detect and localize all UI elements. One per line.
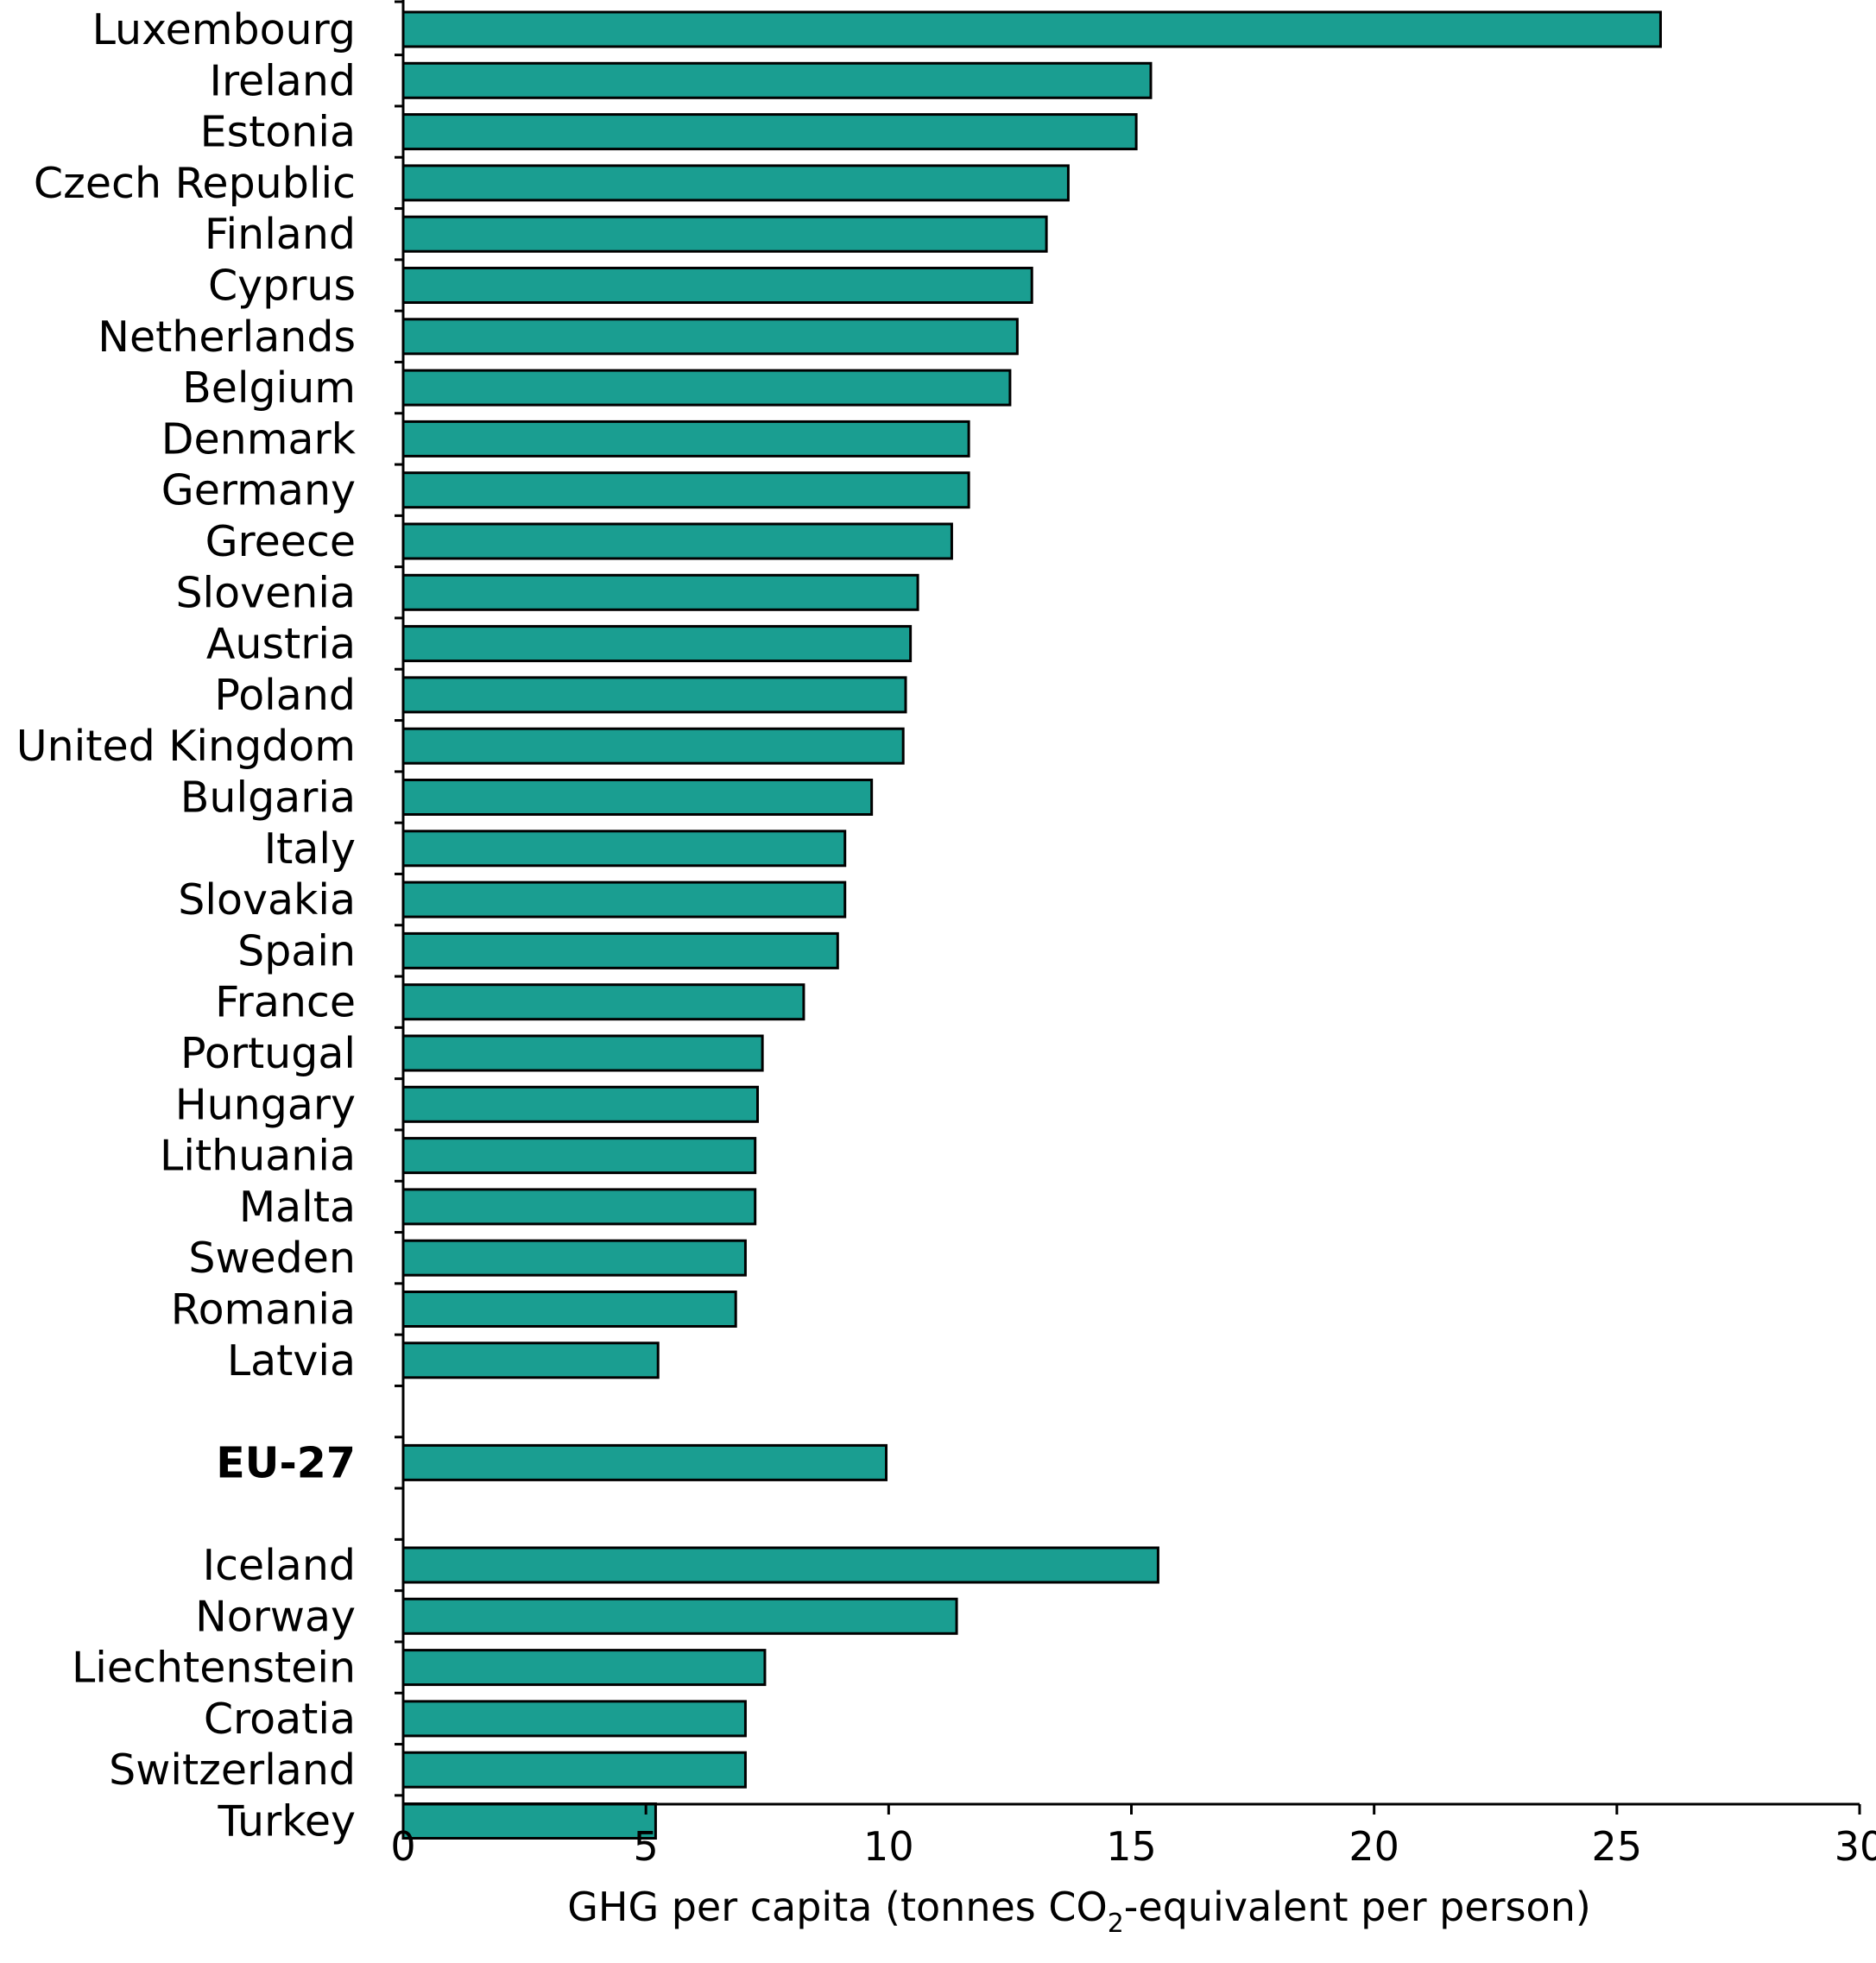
category-label: Croatia [204,1695,356,1744]
bar-poland [401,676,907,714]
category-label: Lithuania [160,1132,356,1181]
x-tick-label: 20 [1349,1823,1399,1870]
bar-slovenia [401,573,919,611]
x-tick-label: 5 [634,1823,659,1870]
category-label: Hungary [175,1080,356,1129]
x-tick-label: 25 [1592,1823,1643,1870]
category-label: Austria [206,620,356,669]
bars-group [401,10,1662,1840]
bar-germany [401,471,970,509]
category-label: Malta [239,1183,356,1232]
bar-united-kingdom [401,727,905,765]
bar-romania [401,1291,737,1328]
bar-finland [401,215,1048,253]
x-axis-title: GHG per capita (tonnes CO2-equivalent pe… [567,1884,1591,1939]
bar-france [401,983,805,1021]
category-label: Portugal [180,1029,356,1078]
bar-ireland [401,61,1153,99]
category-label: Greece [205,517,356,566]
bar-netherlands [401,318,1019,356]
category-label: Romania [171,1285,356,1335]
category-label: United Kingdom [16,722,356,771]
category-label: Spain [237,926,356,975]
category-label: Latvia [227,1336,356,1385]
bar-greece [401,522,953,560]
bar-lithuania [401,1137,757,1175]
x-tick-label: 10 [863,1823,914,1870]
category-label: France [215,978,356,1027]
category-label: Czech Republic [34,159,356,208]
bar-denmark [401,420,970,458]
bar-iceland [401,1546,1159,1584]
category-label: Ireland [210,56,356,105]
category-label: Slovakia [178,875,356,925]
category-label: Germany [161,466,356,515]
bar-spain [401,931,839,969]
category-label: Iceland [203,1541,356,1590]
bar-eu-27 [401,1443,888,1481]
bar-estonia [401,113,1138,151]
x-tick-label: 0 [390,1823,415,1870]
x-tick-label: 15 [1106,1823,1157,1870]
bar-austria [401,625,913,663]
category-label: Poland [214,671,356,720]
category-label: Estonia [200,108,356,157]
bar-czech-republic [401,164,1070,202]
category-label: Netherlands [98,312,356,362]
category-label: Luxembourg [92,5,356,54]
category-label: Sweden [188,1234,356,1283]
category-label: Turkey [218,1797,356,1846]
category-label: Switzerland [109,1745,356,1795]
bar-liechtenstein [401,1649,767,1687]
x-tick-label: 30 [1835,1823,1876,1870]
x-axis-ticks: 0 5 10 15 20 25 30 [390,1804,1876,1870]
bar-belgium [401,369,1012,407]
bar-norway [401,1597,958,1635]
bar-croatia [401,1700,747,1738]
bar-bulgaria [401,779,874,816]
bar-sweden [401,1239,747,1277]
category-label: Italy [264,824,356,874]
category-label: Belgium [182,363,356,413]
category-label: Slovenia [175,568,356,617]
bar-portugal [401,1034,764,1072]
bar-malta [401,1188,757,1226]
category-label: Norway [195,1592,356,1641]
category-label: Cyprus [208,262,356,311]
bar-italy [401,830,847,868]
bar-cyprus [401,267,1033,304]
bar-slovakia [401,881,847,918]
y-axis-ticks [395,0,403,1797]
category-label: Liechtenstein [72,1644,356,1693]
category-label: EU-27 [216,1438,356,1487]
bar-latvia [401,1341,660,1379]
bar-switzerland [401,1751,747,1789]
category-label: Denmark [161,414,357,464]
bar-turkey [401,1802,657,1840]
category-label: Finland [205,210,356,259]
category-label: Bulgaria [180,773,356,823]
bar-luxembourg [401,10,1662,48]
bar-hungary [401,1085,760,1123]
